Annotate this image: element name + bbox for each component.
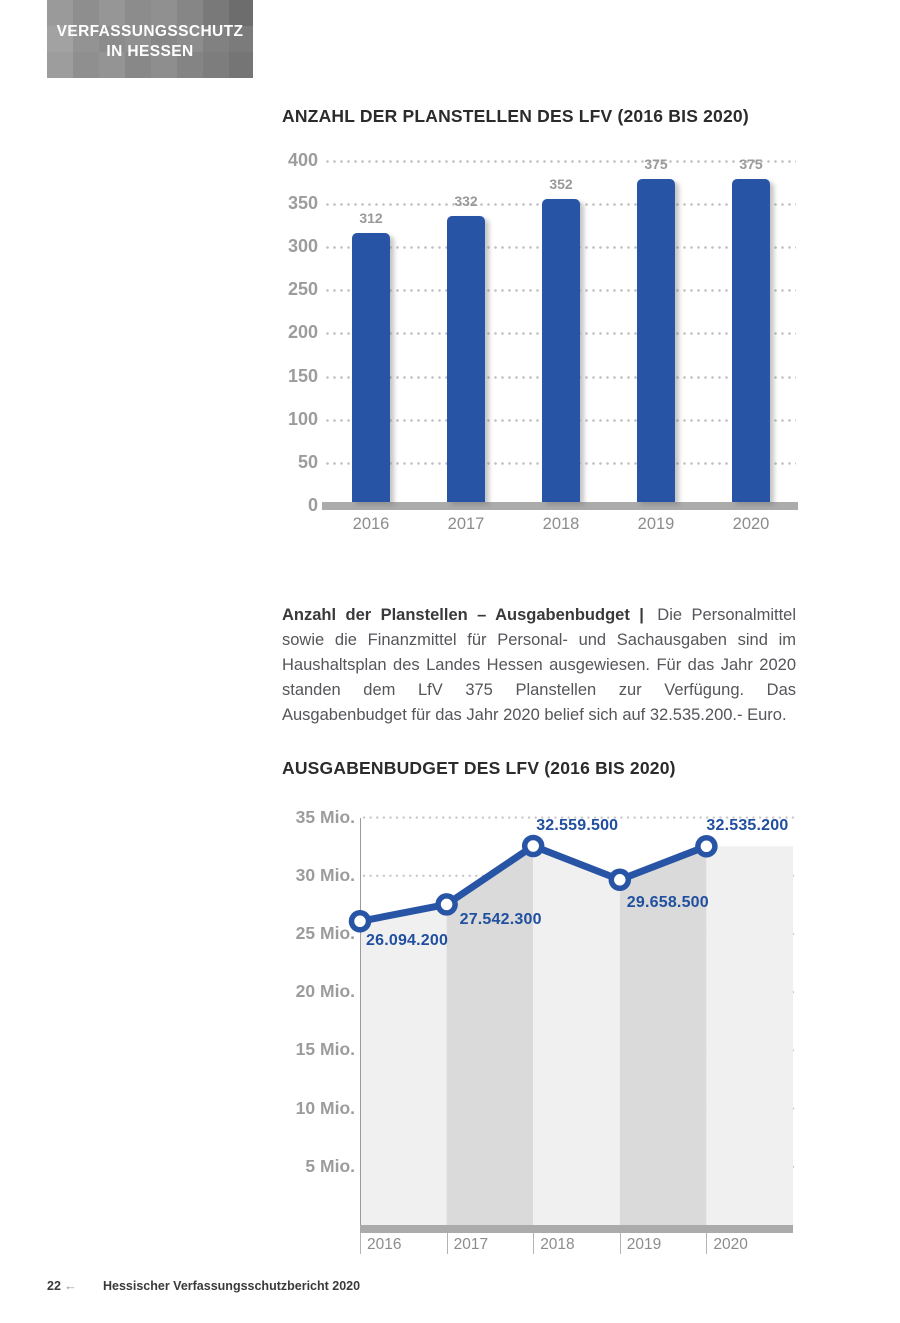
line-chart-x-tick xyxy=(360,1233,361,1254)
line-chart-x-label: 2019 xyxy=(626,1236,662,1253)
bar-chart-y-tick-label: 400 xyxy=(287,150,318,170)
ausgabenbudget-line-chart: AUSGABENBUDGET DES LFV (2016 BIS 2020) 3… xyxy=(280,758,860,1268)
logo-line1: VERFASSUNGSSCHUTZ xyxy=(56,23,244,40)
line-chart-y-tick-label: 25 Mio. xyxy=(295,923,355,943)
bar-chart-x-axis-line xyxy=(322,502,798,510)
bar-chart-y-tick-label: 250 xyxy=(287,279,318,300)
bar-chart-x-label: 2020 xyxy=(732,515,770,533)
bar-chart-x-label: 2017 xyxy=(447,515,485,533)
line-chart-x-tick xyxy=(446,1233,448,1254)
bar-chart-y-tick-label: 350 xyxy=(287,193,318,214)
line-chart-y-tick-label: 15 Mio. xyxy=(295,1039,355,1060)
verfassungsschutz-hessen-logo: VERFASSUNGSSCHUTZ IN HESSEN xyxy=(47,0,253,78)
bar-chart-y-tick-label: 0 xyxy=(307,494,318,515)
bar-chart-title: ANZAHL DER PLANSTELLEN DES LFV (2016 BIS… xyxy=(282,106,749,126)
line-chart-y-tick-label: 5 Mio. xyxy=(305,1155,355,1176)
bar-2020 xyxy=(732,178,770,503)
bar-chart-gridline xyxy=(326,160,796,163)
bar-2018 xyxy=(542,198,580,502)
planstellen-bar-chart: ANZAHL DER PLANSTELLEN DES LFV (2016 BIS… xyxy=(280,106,840,556)
bar-value-label: 375 xyxy=(739,155,763,172)
bar-chart-y-tick-label: 50 xyxy=(297,451,318,472)
line-chart-x-tick xyxy=(619,1233,621,1254)
line-chart-plot xyxy=(348,816,795,1225)
line-chart-y-tick-label: 10 Mio. xyxy=(295,1097,355,1118)
line-chart-title: AUSGABENBUDGET DES LFV (2016 BIS 2020) xyxy=(282,758,676,778)
bar-chart-x-label: 2016 xyxy=(352,515,390,533)
bar-2017 xyxy=(447,215,485,502)
footer-report-title: Hessischer Verfassungsschutzbericht 2020 xyxy=(103,1279,361,1293)
line-chart-x-label: 2020 xyxy=(713,1236,748,1253)
logo-line2: IN HESSEN xyxy=(106,43,194,60)
line-chart-x-label: 2016 xyxy=(367,1236,402,1253)
bar-2019 xyxy=(637,178,675,503)
back-arrow-icon: ← xyxy=(64,1278,77,1293)
caption-lead: Anzahl der Planstellen – Ausgabenbudget … xyxy=(282,605,644,624)
bar-2016 xyxy=(352,233,390,502)
logo-mosaic-background xyxy=(47,0,253,78)
line-chart-y-tick-label: 30 Mio. xyxy=(295,864,355,885)
line-chart-x-label: 2017 xyxy=(453,1236,489,1253)
line-chart-x-tick xyxy=(533,1233,535,1254)
line-chart-x-tick xyxy=(706,1233,708,1254)
line-chart-point-label: 32.559.500 xyxy=(536,817,619,834)
bar-chart-x-label: 2018 xyxy=(542,515,580,533)
line-chart-point-label: 26.094.200 xyxy=(366,932,449,950)
line-chart-point-label: 27.542.300 xyxy=(459,911,542,929)
bar-chart-y-tick-label: 150 xyxy=(287,365,318,386)
bar-chart-y-tick-label: 200 xyxy=(287,322,318,343)
bar-chart-y-tick-label: 100 xyxy=(287,408,318,429)
bar-chart-x-label: 2019 xyxy=(637,515,675,533)
bar-value-label: 375 xyxy=(644,155,668,172)
caption-body: Die Personalmittel sowie die Finanzmitte… xyxy=(282,605,796,724)
bar-value-label: 352 xyxy=(549,175,573,192)
logo-text: VERFASSUNGSSCHUTZ IN HESSEN xyxy=(47,0,253,78)
page-number: 22 xyxy=(47,1279,61,1293)
line-chart-y-tick-label: 35 Mio. xyxy=(295,806,355,827)
bar-value-label: 332 xyxy=(454,192,478,209)
line-chart-x-axis-line xyxy=(360,1225,793,1233)
caption-paragraph: Anzahl der Planstellen – Ausgabenbudget … xyxy=(282,603,796,728)
line-chart-point-label: 29.658.500 xyxy=(626,893,709,911)
bar-value-label: 312 xyxy=(359,210,383,227)
bar-chart-y-tick-label: 300 xyxy=(287,236,318,257)
line-chart-x-label: 2018 xyxy=(540,1236,575,1253)
line-chart-y-tick-label: 20 Mio. xyxy=(295,981,355,1002)
line-chart-point-label: 32.535.200 xyxy=(706,817,789,835)
